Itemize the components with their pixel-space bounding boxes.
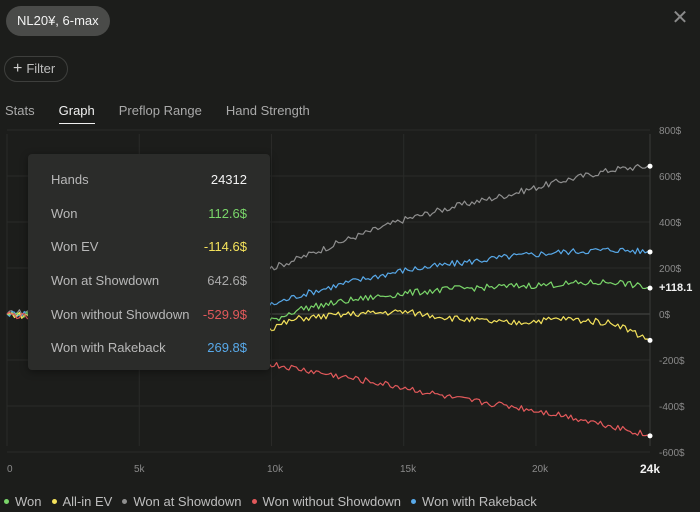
tooltip-value: -529.9$ [202,306,247,322]
x-tick-label: 0 [7,464,13,475]
tooltip-row-showdown: Won at Showdown 642.6$ [51,264,247,298]
legend-item-allin-ev[interactable]: All-in EV [51,494,113,509]
y-tick-label: 0$ [659,310,671,321]
tab-stats[interactable]: Stats [5,103,35,118]
add-filter-button[interactable]: + Filter [4,56,69,82]
filter-label: Filter [26,61,56,76]
tab-preflop-range[interactable]: Preflop Range [118,103,202,118]
tooltip-value: 642.6$ [207,273,247,289]
legend-label: Won [15,494,42,509]
y-tick-label: 800$ [659,126,682,137]
legend-item-won[interactable]: Won [4,494,42,509]
x-tick-label: 20k [532,464,549,475]
tooltip-label: Won at Showdown [51,273,160,289]
series-end-point [647,433,653,439]
tooltip-label: Won [51,205,78,221]
tooltip-label: Hands [51,172,89,188]
close-icon[interactable]: ✕ [671,7,689,29]
legend-item-rakeback[interactable]: Won with Rakeback [411,494,537,509]
y-tick-label: -600$ [659,448,685,459]
tooltip-value: 269.8$ [207,340,247,356]
tab-graph[interactable]: Graph [58,103,95,124]
y-tick-label: -200$ [659,356,685,367]
legend-item-non-showdown[interactable]: Won without Showdown [251,494,402,509]
x-tick-label: 5k [134,464,146,475]
tab-bar: Stats Graph Preflop Range Hand Strength [5,103,310,124]
tooltip-value: 24312 [210,172,247,188]
tooltip-row-non-showdown: Won without Showdown -529.9$ [51,297,247,331]
legend-dot [122,499,128,504]
legend-item-showdown[interactable]: Won at Showdown [122,494,242,509]
tooltip-label: Won EV [51,239,99,255]
y-tick-label: 600$ [659,172,682,183]
series-end-point [647,337,653,343]
tooltip-label: Won without Showdown [51,306,190,322]
current-value-label: +118.1 [659,282,692,294]
chart-legend: Won All-in EV Won at Showdown Won withou… [4,494,537,509]
legend-label: Won with Rakeback [422,494,537,509]
x-tick-label-current: 24k [640,462,660,476]
x-tick-label: 10k [267,464,284,475]
legend-label: All-in EV [62,494,113,509]
series-end-point [647,163,653,169]
legend-dot [4,499,9,504]
legend-dot [51,499,57,504]
y-tick-label: 400$ [659,218,682,229]
plus-icon: + [13,60,23,77]
legend-label: Won at Showdown [133,494,242,509]
legend-label: Won without Showdown [262,494,402,509]
graph-tooltip: Hands 24312 Won 112.6$ Won EV -114.6$ Wo… [28,154,270,370]
tab-hand-strength[interactable]: Hand Strength [225,103,310,118]
tooltip-label: Won with Rakeback [51,340,166,356]
legend-dot [251,499,257,504]
series-end-point [647,249,653,255]
legend-dot [411,499,417,504]
series-end-point [647,285,653,291]
x-tick-label: 15k [400,464,417,475]
y-tick-label: -400$ [659,402,685,413]
game-filter-chip[interactable]: NL20¥, 6-max [6,6,110,36]
tooltip-value: 112.6$ [208,205,247,221]
y-tick-label: 200$ [659,264,682,275]
tooltip-row-rakeback: Won with Rakeback 269.8$ [51,331,247,365]
tooltip-value: -114.6$ [203,239,247,255]
tooltip-row-won: Won 112.6$ [51,197,247,231]
tooltip-row-hands: Hands 24312 [51,163,247,197]
tooltip-row-won-ev: Won EV -114.6$ [51,230,247,264]
